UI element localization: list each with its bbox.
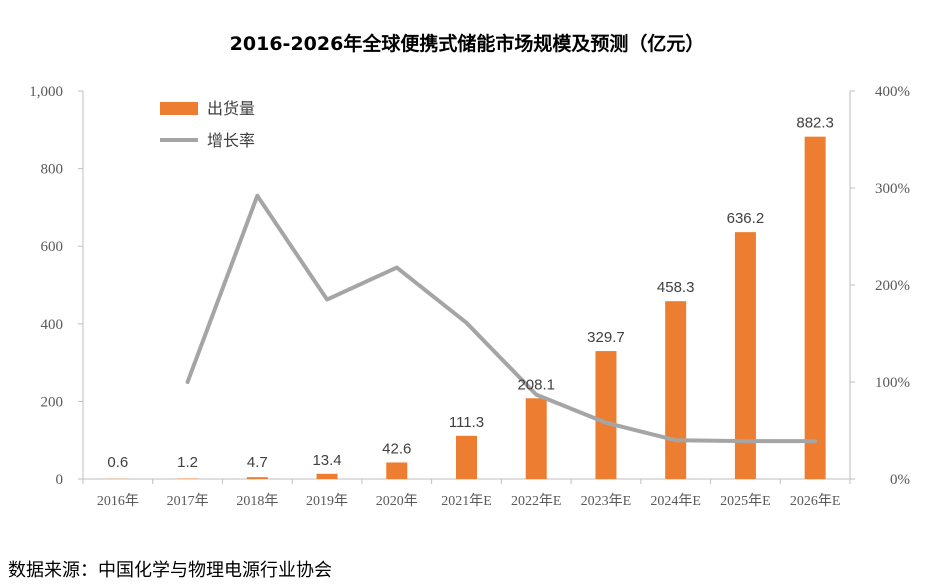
x-tick-label: 2023年E — [581, 493, 632, 509]
bar — [804, 136, 826, 479]
line-series — [185, 193, 818, 444]
x-tick-label: 2019年 — [306, 493, 348, 509]
bar-series — [107, 136, 826, 479]
line-point — [186, 380, 190, 384]
x-tick-label: 2024年E — [650, 493, 701, 509]
right-tick-label: 0% — [890, 472, 910, 488]
x-tick-label: 2022年E — [511, 493, 562, 509]
bar — [595, 351, 617, 479]
left-tick-label: 800 — [41, 162, 64, 178]
line-point — [674, 438, 678, 442]
bar-value-label: 636.2 — [727, 210, 765, 227]
bar — [525, 398, 547, 479]
bar-value-label: 208.1 — [517, 376, 555, 393]
left-tick-label: 0 — [56, 472, 64, 488]
bar — [734, 232, 756, 479]
bar — [456, 435, 477, 479]
right-tick-label: 100% — [875, 375, 910, 391]
right-tick-label: 300% — [875, 181, 910, 197]
left-tick-label: 1,000 — [29, 84, 63, 100]
legend-label-line: 增长率 — [207, 131, 255, 150]
x-tick-label: 2021年E — [441, 493, 492, 509]
left-tick-label: 200 — [41, 394, 64, 410]
line-point — [395, 266, 399, 270]
line-point — [534, 393, 538, 397]
growth-rate-line — [185, 193, 818, 444]
x-tick-label: 2016年 — [97, 493, 139, 509]
left-tick-label: 600 — [41, 239, 64, 255]
bar — [386, 462, 408, 479]
legend-swatch-bar — [160, 102, 198, 115]
left-tick-label: 400 — [41, 317, 64, 333]
right-tick-label: 400% — [875, 84, 910, 100]
bar-value-label: 329.7 — [587, 329, 625, 346]
source-note: 数据来源：中国化学与物理电源行业协会 — [8, 560, 332, 581]
bar — [316, 473, 338, 479]
bar-value-label: 458.3 — [657, 279, 695, 296]
x-tick-label: 2025年E — [720, 493, 771, 509]
bar-value-label: 1.2 — [177, 454, 198, 471]
bar-value-label: 882.3 — [796, 115, 834, 132]
data-labels: 0.6 1.2 4.7 13.4 42.6 111.3 208.1 329.7 458.3 636… — [107, 115, 833, 471]
line-point — [604, 421, 608, 425]
bar-value-label: 13.4 — [312, 452, 341, 469]
right-tick-label: 200% — [875, 278, 910, 294]
legend: 出货量 增长率 — [160, 99, 255, 150]
legend-label-bar: 出货量 — [207, 99, 255, 118]
chart-title: 2016-2026年全球便携式储能市场规模及预测（亿元） — [230, 32, 705, 55]
line-point — [255, 194, 259, 198]
bar — [665, 301, 687, 479]
line-point — [743, 439, 747, 443]
bar-value-label: 42.6 — [382, 440, 411, 457]
line-point — [813, 439, 817, 443]
x-tick-label: 2017年 — [167, 493, 209, 509]
line-point — [465, 321, 468, 325]
bar-value-label: 4.7 — [247, 454, 268, 471]
bar-value-label: 0.6 — [107, 454, 128, 471]
line-point — [325, 298, 329, 302]
bar — [246, 477, 268, 479]
axes: 0 200 400 600 800 1,000 0% 100% 200% 300% 400% 2016… — [29, 84, 910, 509]
x-tick-label: 2018年 — [236, 493, 278, 509]
x-tick-label: 2020年 — [376, 493, 418, 509]
x-tick-label: 2026年E — [790, 493, 841, 509]
bar-value-label: 111.3 — [449, 414, 484, 431]
